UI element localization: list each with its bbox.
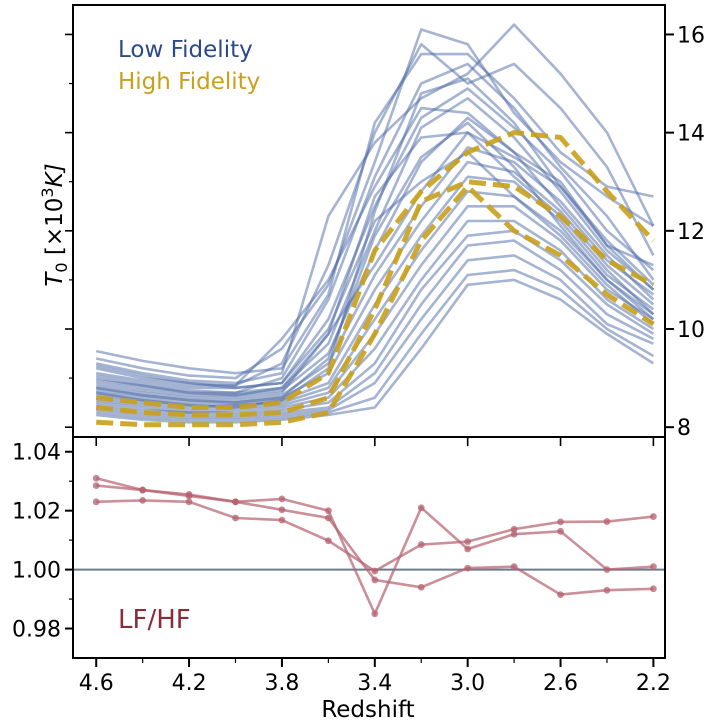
ratio-point-2-9 — [510, 563, 518, 571]
ratio-point-0-11 — [603, 566, 611, 573]
low-fidelity-line-2 — [95, 23, 655, 385]
ratio-point-2-7 — [417, 583, 425, 591]
ratio-point-0-4 — [278, 495, 286, 503]
ratio-point-2-4 — [278, 506, 286, 514]
right-ytick-label-12: 12 — [677, 220, 705, 245]
legend-high-fidelity: High Fidelity — [118, 69, 260, 95]
ratio-point-2-12 — [649, 585, 657, 593]
right-ytick-label-14: 14 — [677, 122, 705, 147]
y-axis-title-rest: [×10 — [42, 198, 68, 263]
temperature-panel: 8 10 12 14 16 — [65, 4, 705, 446]
low-fidelity-line-20 — [96, 278, 655, 424]
ratio-point-0-12 — [649, 563, 657, 571]
y-axis-title: T0 [×103K] — [38, 163, 71, 286]
ratio-point-1-9 — [510, 525, 518, 533]
ratio-point-2-1 — [139, 486, 147, 494]
y-axis-title-unit: K] — [42, 163, 68, 187]
ratio-point-2-5 — [324, 514, 332, 522]
bottom-ytick-label-0.98: 0.98 — [12, 618, 61, 643]
low-fidelity-line-22 — [95, 121, 655, 404]
ratio-point-1-6 — [371, 567, 379, 575]
ratio-point-0-10 — [557, 527, 564, 535]
low-fidelity-line-18 — [96, 254, 654, 419]
ratio-point-1-7 — [417, 541, 425, 548]
low-fidelity-line-1 — [95, 28, 655, 380]
right-ytick-label-16: 16 — [677, 23, 705, 48]
bottom-ytick-label-1.04: 1.04 — [12, 441, 61, 466]
low-fidelity-line-19 — [96, 268, 655, 422]
ratio-point-1-1 — [139, 496, 147, 504]
ratio-point-2-8 — [464, 564, 472, 572]
y-axis-title-main: T — [42, 271, 68, 287]
high-fidelity-line-1 — [95, 179, 655, 418]
ratio-annotation: LF/HF — [118, 605, 191, 635]
low-fidelity-line-4 — [95, 106, 655, 387]
low-fidelity-line-13 — [96, 190, 655, 409]
ratio-point-1-8 — [464, 538, 472, 546]
xtick-label-3: 3.0 — [450, 671, 485, 696]
ratio-point-1-0 — [92, 498, 100, 506]
ratio-point-1-12 — [649, 513, 657, 520]
y-axis-title-sup: 3 — [38, 187, 57, 197]
low-fidelity-line-6 — [96, 62, 655, 395]
low-fidelity-line-16 — [96, 229, 655, 414]
ratio-point-0-6 — [371, 610, 379, 618]
right-ytick-label-10: 10 — [677, 318, 705, 343]
low-fidelity-line-17 — [96, 239, 655, 417]
ratio-point-2-6 — [371, 576, 379, 584]
legend-low-fidelity: Low Fidelity — [118, 37, 253, 63]
y-axis-title-sub: 0 — [52, 262, 71, 272]
ratio-line-1 — [96, 499, 654, 573]
right-ytick-label-8: 8 — [677, 416, 691, 441]
ratio-panel: 0.98 1.00 1.02 1.04 4.6 4.2 3.8 3.4 3.0 2.6 2.2 — [12, 436, 671, 696]
ratio-point-0-9 — [510, 530, 518, 538]
high-fidelity-line-2 — [96, 184, 655, 428]
ratio-point-2-11 — [603, 586, 611, 594]
xtick-label-4.6: 4.6 — [79, 671, 114, 696]
ratio-point-1-5 — [324, 537, 332, 545]
ratio-point-0-8 — [464, 545, 472, 553]
xtick-label-3.8: 3.8 — [264, 671, 299, 696]
ratio-point-0-0 — [92, 474, 100, 482]
low-fidelity-line-24 — [95, 151, 655, 390]
ratio-point-1-3 — [232, 514, 239, 522]
low-fidelity-line-5 — [95, 87, 655, 390]
xtick-label-3.4: 3.4 — [357, 671, 392, 696]
xtick-label-4.2: 4.2 — [172, 671, 207, 696]
high-fidelity-line-0 — [95, 130, 656, 410]
ratio-point-2-3 — [232, 498, 239, 506]
ratio-point-1-2 — [185, 498, 193, 506]
xtick-label-2.2: 2.2 — [636, 671, 671, 696]
bottom-ytick-label-1: 1.00 — [12, 559, 61, 584]
x-axis-title: Redshift — [321, 697, 414, 723]
low-fidelity-line-11 — [96, 160, 655, 404]
bottom-frame — [72, 436, 666, 659]
xtick-label-2.6: 2.6 — [543, 671, 578, 696]
ratio-point-1-11 — [603, 518, 611, 525]
ratio-point-2-10 — [557, 591, 564, 599]
bottom-ytick-label-1.02: 1.02 — [12, 500, 61, 525]
ratio-point-2-2 — [185, 491, 193, 498]
low-fidelity-line-23 — [95, 77, 654, 409]
low-fidelity-line-0 — [95, 52, 654, 375]
ratio-point-0-5 — [324, 507, 332, 515]
ratio-point-2-0 — [92, 482, 100, 490]
ratio-point-1-10 — [557, 518, 564, 526]
ratio-point-0-7 — [417, 504, 425, 512]
ratio-point-1-4 — [278, 516, 286, 524]
